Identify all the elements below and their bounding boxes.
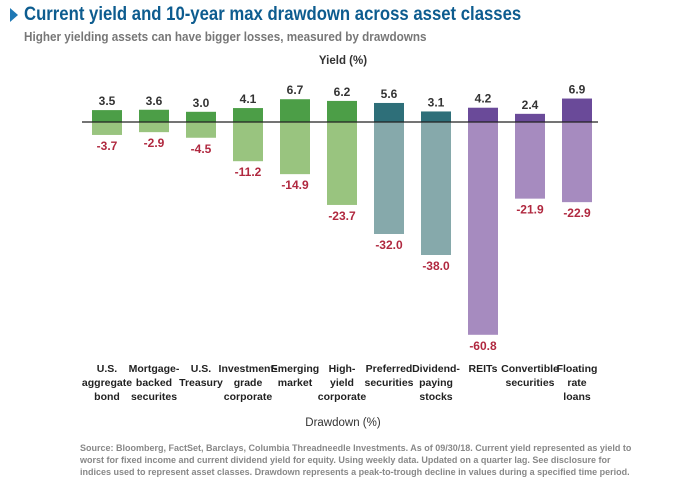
- category-label-line: securities: [505, 377, 554, 389]
- yield-value-label: 3.0: [193, 96, 210, 110]
- yield-bar: [139, 109, 169, 122]
- drawdown-value-label: -23.7: [328, 209, 356, 223]
- category-label-line: market: [278, 377, 313, 389]
- source-note: Source: Bloomberg, FactSet, Barclays, Co…: [80, 443, 632, 477]
- drawdown-bar: [468, 122, 498, 335]
- drawdown-bar: [421, 122, 451, 255]
- drawdown-bar: [374, 122, 404, 234]
- drawdown-bar: [515, 122, 545, 199]
- category-label: Emerging market: [271, 363, 319, 389]
- category-label-line: aggregate: [82, 377, 132, 389]
- drawdown-value-label: -14.9: [281, 178, 309, 192]
- drawdown-bar: [92, 122, 122, 135]
- drawdown-bar: [562, 122, 592, 203]
- category-label-line: corporate: [318, 391, 367, 403]
- yield-value-label: 3.6: [146, 94, 163, 108]
- chart-subtitle: Higher yielding assets can have bigger l…: [24, 29, 427, 44]
- labels-group: 3.5 -3.7 U.S. aggregate bond 3.6 -2.9 Mortgage-…: [82, 83, 598, 403]
- drawdown-value-label: -11.2: [235, 165, 262, 179]
- yield-value-label: 6.7: [287, 83, 304, 97]
- drawdown-value-label: -21.9: [516, 203, 544, 217]
- category-label-line: rate: [567, 377, 586, 389]
- category-label-line: Preferred: [366, 363, 413, 375]
- yield-bar: [421, 111, 451, 122]
- drawdown-value-label: -38.0: [422, 259, 450, 273]
- category-label-line: Treasury: [179, 377, 223, 389]
- chart-title: Current yield and 10-year max drawdown a…: [24, 4, 522, 25]
- drawdown-value-label: -60.8: [469, 339, 497, 353]
- yield-bar: [233, 108, 263, 122]
- yield-value-label: 5.6: [381, 87, 398, 101]
- yield-bar: [327, 100, 357, 122]
- category-label: Preferred securities: [364, 363, 413, 389]
- category-label: High-yield corporate: [318, 363, 367, 403]
- category-label-line: yield: [330, 377, 354, 389]
- yield-bar: [515, 113, 545, 122]
- category-label-line: paying: [419, 377, 453, 389]
- drawdown-value-label: -32.0: [375, 238, 403, 252]
- category-label-line: Dividend-: [412, 363, 460, 375]
- drawdown-bar: [139, 122, 169, 133]
- drawdown-value-label: -22.9: [563, 206, 591, 220]
- category-label-line: corporate: [224, 391, 273, 403]
- category-label-line: U.S.: [191, 363, 212, 375]
- category-label: Convertible securities: [501, 363, 559, 389]
- yield-value-label: 6.9: [569, 83, 586, 97]
- drawdown-value-label: -4.5: [191, 142, 212, 156]
- title-arrow-icon: [10, 8, 18, 22]
- drawdown-value-label: -2.9: [144, 136, 165, 150]
- category-label-line: loans: [563, 391, 591, 403]
- category-label-line: Investment-: [219, 363, 278, 375]
- yield-value-label: 3.1: [428, 95, 445, 109]
- category-label: REITs: [469, 363, 498, 375]
- yield-bar: [468, 107, 498, 122]
- category-label-line: stocks: [419, 391, 452, 403]
- category-label-line: Mortgage-: [129, 363, 180, 375]
- drawdown-bar: [186, 122, 216, 138]
- yield-bar: [374, 102, 404, 122]
- yield-bar: [562, 98, 592, 122]
- category-label-line: bond: [94, 391, 120, 403]
- category-label-line: Convertible: [501, 363, 559, 375]
- category-label-line: Emerging: [271, 363, 319, 375]
- category-label-line: grade: [234, 377, 263, 389]
- category-label: Floating rate loans: [557, 363, 598, 403]
- drawdown-axis-label: Drawdown (%): [305, 417, 381, 429]
- drawdown-bar: [327, 122, 357, 205]
- yield-bar: [280, 99, 310, 122]
- yield-value-label: 3.5: [99, 94, 116, 108]
- bars-group: [92, 98, 592, 335]
- title-row: Current yield and 10-year max drawdown a…: [10, 4, 589, 26]
- category-label-line: High-: [329, 363, 356, 375]
- drawdown-value-label: -3.7: [97, 139, 118, 153]
- category-label: U.S. Treasury: [179, 363, 223, 389]
- drawdown-bar: [233, 122, 263, 162]
- yield-axis-label: Yield (%): [319, 55, 367, 67]
- yield-value-label: 4.1: [240, 92, 257, 106]
- category-label-line: securities: [364, 377, 413, 389]
- drawdown-bar: [280, 122, 310, 175]
- category-label: U.S. aggregate bond: [82, 363, 132, 403]
- category-label: Mortgage-backed securites: [129, 363, 180, 403]
- category-label-line: securites: [131, 391, 177, 403]
- category-label-line: REITs: [469, 363, 498, 375]
- category-label: Investment-grade corporate: [219, 363, 278, 403]
- yield-value-label: 2.4: [522, 98, 539, 112]
- category-label-line: backed: [136, 377, 172, 389]
- yield-value-label: 6.2: [334, 85, 351, 99]
- yield-value-label: 4.2: [475, 92, 492, 106]
- category-label-line: Floating: [557, 363, 598, 375]
- category-label-line: U.S.: [97, 363, 118, 375]
- category-label: Dividend-paying stocks: [412, 363, 460, 403]
- yield-bar: [92, 110, 122, 122]
- yield-bar: [186, 111, 216, 122]
- bar-chart: Yield (%) 3.5 -3.7 U.S. aggregate bond 3.6 -2.…: [82, 55, 598, 429]
